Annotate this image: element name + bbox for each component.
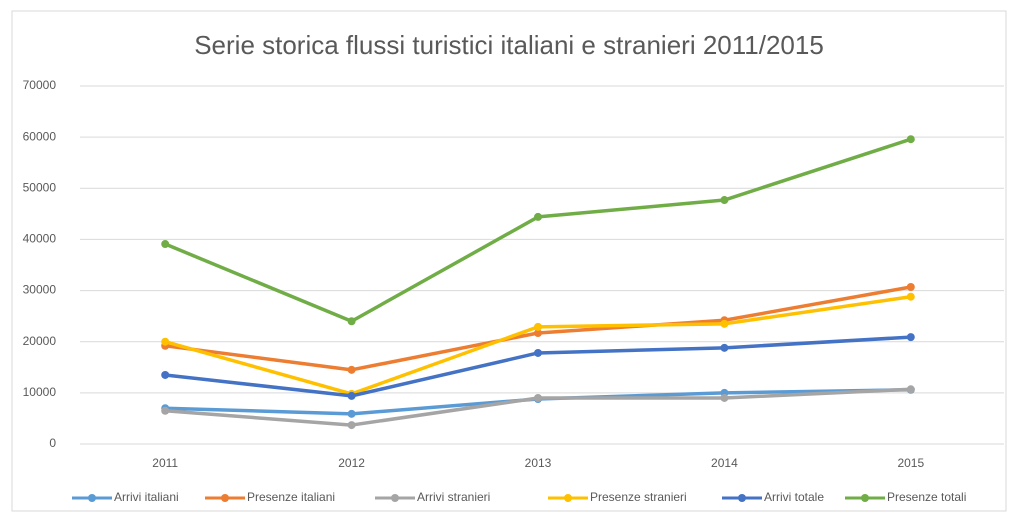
y-tick-label: 30000 xyxy=(23,283,57,297)
series-marker xyxy=(347,317,356,326)
series-marker xyxy=(534,348,542,357)
x-tick-label: 2013 xyxy=(525,456,552,470)
series-marker xyxy=(534,212,542,221)
series-marker xyxy=(161,370,170,379)
chart-frame xyxy=(11,10,1007,512)
y-tick-label: 20000 xyxy=(23,334,57,348)
x-tick-label: 2015 xyxy=(897,456,924,470)
series-marker xyxy=(161,240,170,249)
legend-marker xyxy=(88,494,96,502)
series-marker xyxy=(347,365,356,374)
legend-label: Presenze totali xyxy=(887,490,966,504)
series-marker xyxy=(720,319,729,328)
series-marker xyxy=(534,393,542,402)
series-marker xyxy=(906,292,915,301)
legend-label: Presenze stranieri xyxy=(590,490,687,504)
y-tick-label: 0 xyxy=(49,436,56,450)
series-marker xyxy=(906,333,915,342)
series-marker xyxy=(906,135,915,144)
legend-marker xyxy=(564,494,572,502)
legend-marker xyxy=(738,494,746,502)
y-tick-label: 50000 xyxy=(23,180,57,194)
series-marker xyxy=(720,343,729,352)
x-tick-label: 2011 xyxy=(152,456,178,470)
series-marker xyxy=(347,391,356,400)
legend-label: Arrivi stranieri xyxy=(417,490,490,504)
legend-marker xyxy=(861,494,869,502)
y-tick-label: 70000 xyxy=(23,78,57,92)
y-tick-label: 40000 xyxy=(23,232,57,246)
legend-marker xyxy=(391,494,399,502)
x-tick-label: 2014 xyxy=(711,456,738,470)
series-marker xyxy=(720,196,729,205)
series-marker xyxy=(906,385,915,394)
series-marker xyxy=(161,337,170,346)
legend-label: Arrivi italiani xyxy=(114,490,179,504)
series-marker xyxy=(534,329,542,338)
legend-label: Presenze italiani xyxy=(247,490,335,504)
series-marker xyxy=(720,393,729,402)
series-marker xyxy=(534,322,542,331)
legend-label: Arrivi totale xyxy=(764,490,824,504)
y-tick-label: 60000 xyxy=(23,129,57,143)
y-tick-label: 10000 xyxy=(23,385,57,399)
series-marker xyxy=(161,406,170,415)
x-tick-label: 2012 xyxy=(338,456,365,470)
series-marker xyxy=(906,282,915,291)
series-marker xyxy=(347,409,356,418)
series-marker xyxy=(347,421,356,430)
chart-title: Serie storica flussi turistici italiani … xyxy=(194,30,824,60)
legend-marker xyxy=(221,494,229,502)
